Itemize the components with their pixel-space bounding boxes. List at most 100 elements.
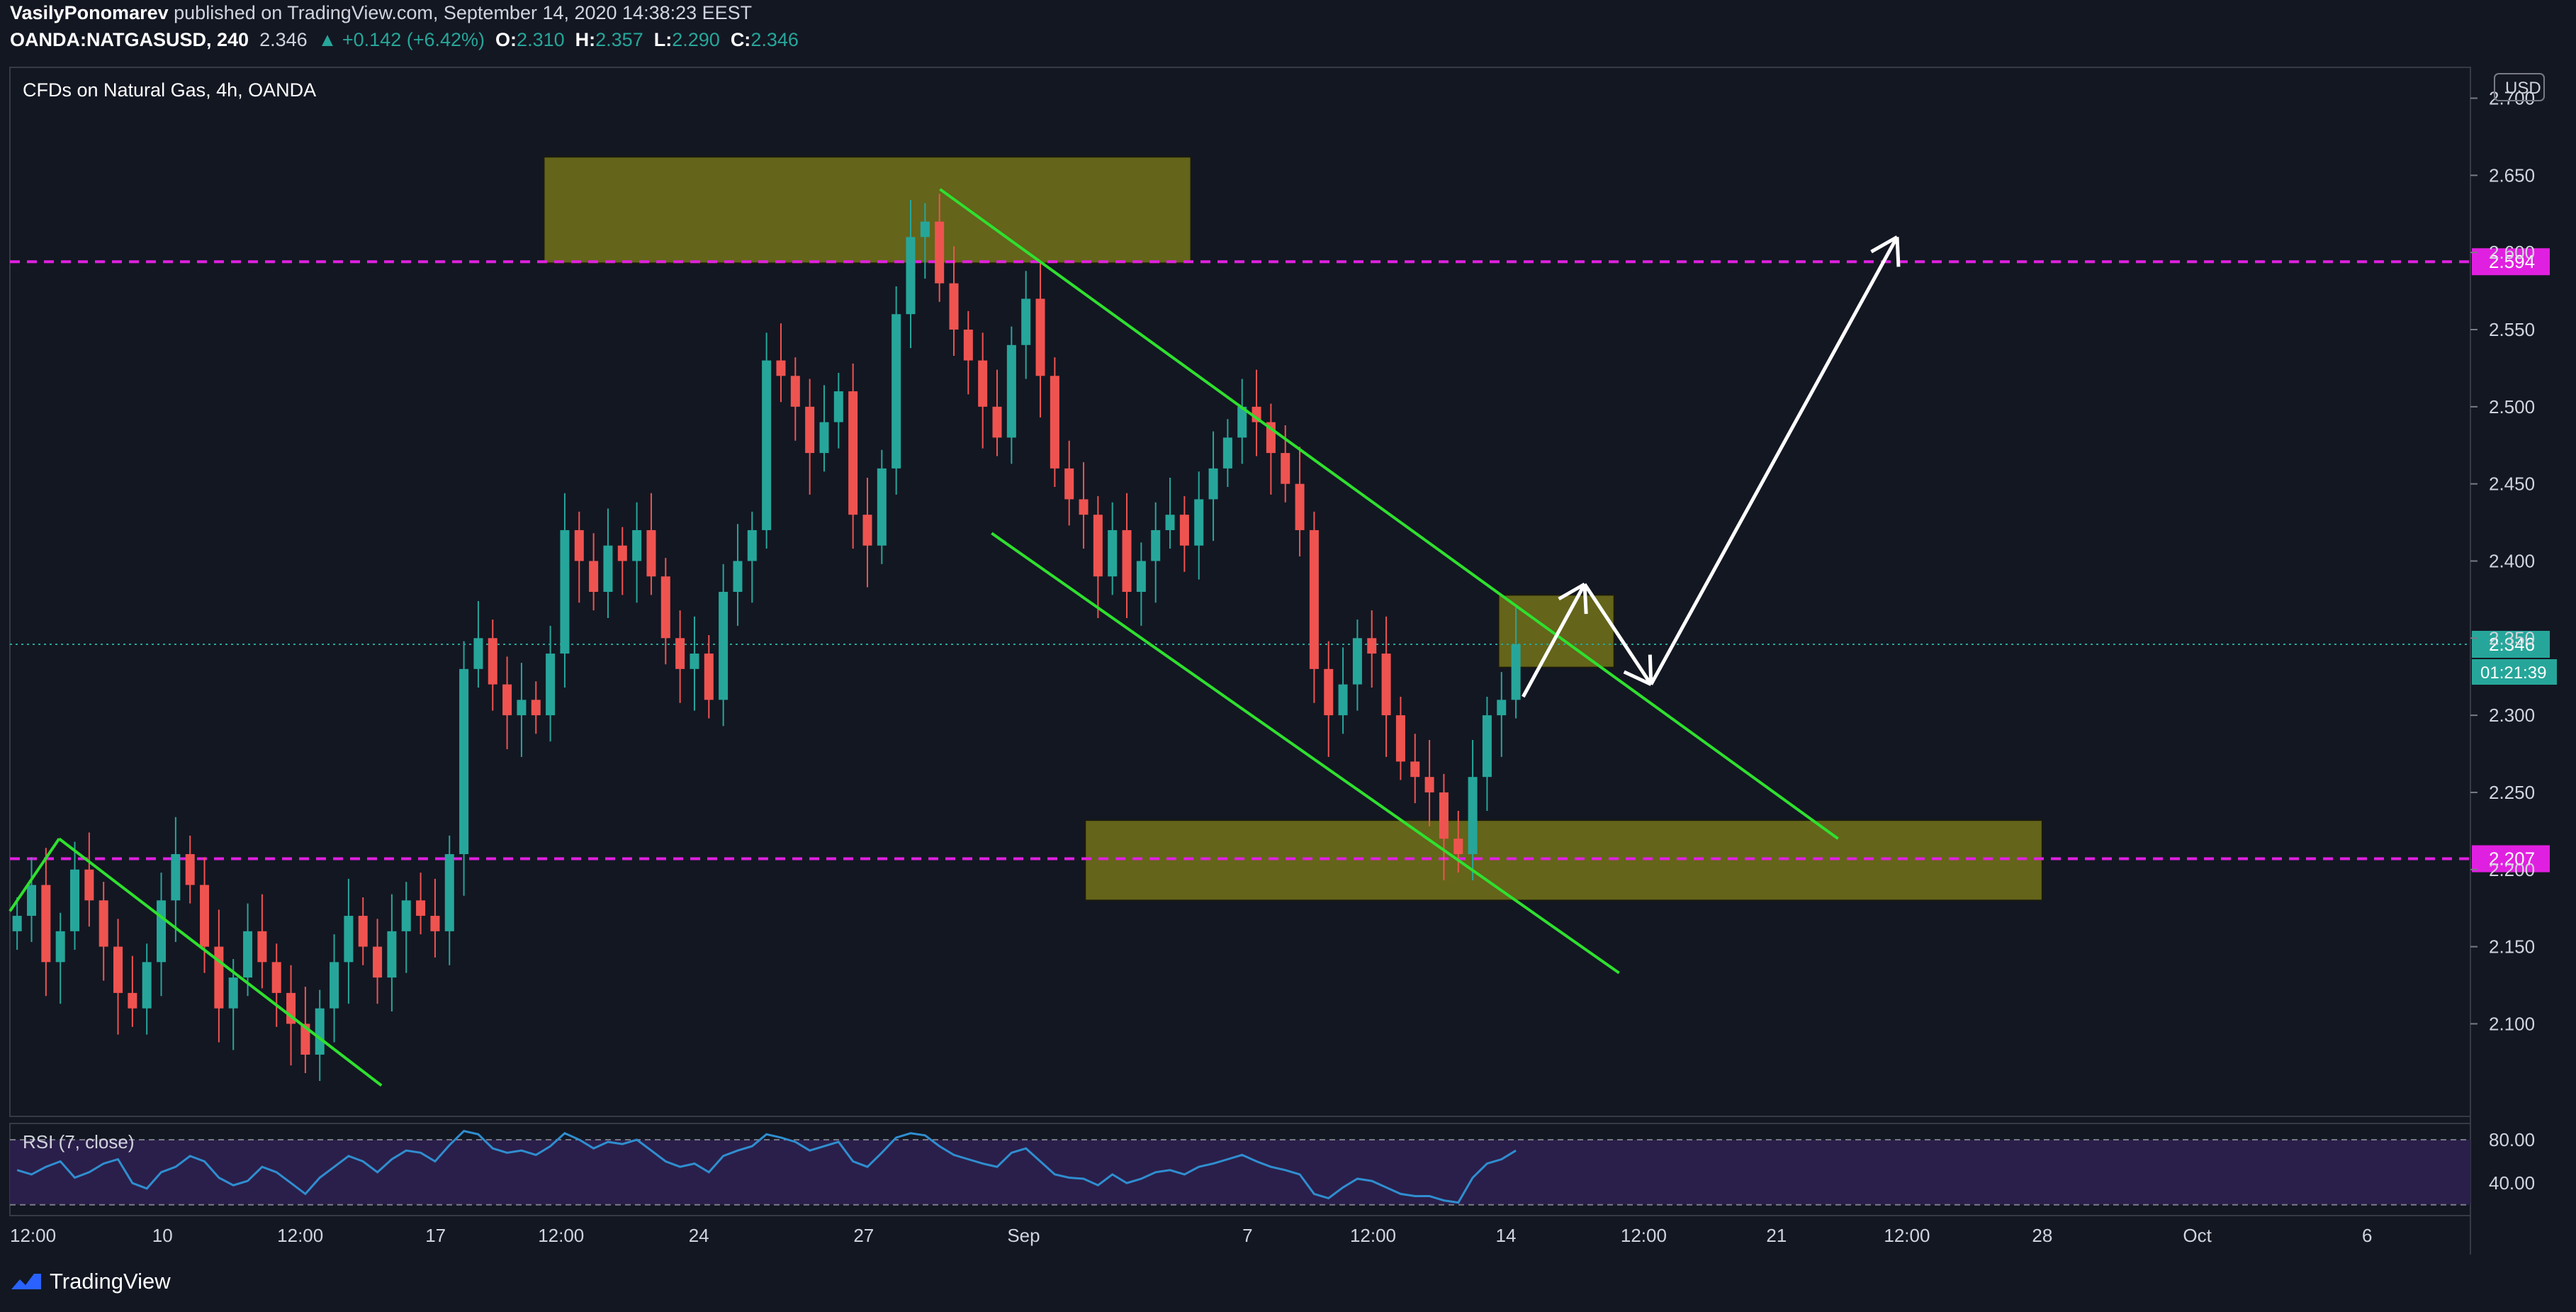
candle-body <box>935 221 945 284</box>
candle-body <box>762 360 772 530</box>
trendline <box>991 532 1620 975</box>
candle-body <box>978 360 988 407</box>
candle-body <box>1381 654 1391 716</box>
candle-body <box>488 638 497 685</box>
candle-body <box>1064 468 1074 500</box>
footer-brand[interactable]: TradingView <box>10 1269 171 1294</box>
candle-body <box>906 237 916 315</box>
candle-body <box>26 885 37 916</box>
projection-segment <box>1582 583 1653 685</box>
published-text: published on TradingView.com, September … <box>174 2 753 23</box>
x-tick-label: 12:00 <box>1350 1225 1396 1246</box>
candle-body <box>41 885 51 963</box>
x-tick-label: Oct <box>2183 1225 2212 1246</box>
zones-layer <box>543 156 2043 902</box>
open-label: O: <box>495 29 517 50</box>
candle-body <box>1281 453 1290 484</box>
header-line-2: OANDA:NATGASUSD, 240 2.346 ▲ +0.142 (+6.… <box>10 29 799 51</box>
candle-body <box>300 1024 310 1055</box>
rsi-layer: 80.00 40.00 <box>10 1129 2535 1206</box>
candle-body <box>660 576 670 639</box>
candle-body <box>1511 644 1521 700</box>
candle-body <box>113 946 123 993</box>
candle-body <box>1021 298 1031 345</box>
candle-body <box>1035 298 1045 376</box>
candle-body <box>315 1008 325 1055</box>
candle-body <box>1367 638 1377 654</box>
candle-body <box>473 638 483 669</box>
candle-body <box>805 406 815 454</box>
level-label: 2.207 <box>2489 848 2535 870</box>
candle-body <box>128 992 137 1009</box>
level-badge <box>2472 845 2550 873</box>
y-tick-label: 2.300 <box>2489 705 2535 726</box>
candle-body <box>1006 344 1016 438</box>
arrow-head <box>1870 235 1899 254</box>
candle-body <box>271 962 281 993</box>
candle-body <box>848 391 858 515</box>
y-tick-label: 2.450 <box>2489 473 2535 495</box>
rsi-title: RSI (7, close) <box>23 1131 135 1153</box>
y-tick-label: 2.550 <box>2489 319 2535 340</box>
x-tick-label: 24 <box>689 1225 709 1246</box>
candle-body <box>992 406 1002 438</box>
y-tick-label: 2.200 <box>2489 859 2535 880</box>
candle-body <box>1222 437 1232 469</box>
candle-body <box>574 529 584 561</box>
candle-body <box>1338 684 1348 716</box>
candle-body <box>546 654 556 716</box>
candle-body <box>517 700 527 716</box>
level-badge <box>2472 248 2550 276</box>
countdown-label: 01:21:39 <box>2480 663 2546 683</box>
candle-body <box>228 977 238 1009</box>
candle-body <box>1108 529 1118 577</box>
y-tick-label: 2.400 <box>2489 550 2535 571</box>
candle-body <box>632 529 642 561</box>
candle-body <box>819 422 829 454</box>
candle-body <box>1309 529 1319 669</box>
x-tick-label: 12:00 <box>10 1225 56 1246</box>
trendlines-layer <box>9 188 1839 1087</box>
close-label: C: <box>730 29 751 50</box>
candle-body <box>833 391 843 422</box>
zone-demand <box>1084 819 2043 902</box>
tradingview-logo-icon <box>11 1274 41 1289</box>
candle-body <box>949 283 959 330</box>
x-tick-label: 27 <box>853 1225 874 1246</box>
candle-body <box>892 314 901 469</box>
currency-badge: USD <box>2505 79 2541 98</box>
candle-body <box>171 854 181 901</box>
candle-body <box>920 221 930 237</box>
candle-body <box>459 668 469 854</box>
y-tick-label: 2.650 <box>2489 164 2535 186</box>
candle-body <box>1165 515 1175 530</box>
candle-body <box>1050 376 1059 469</box>
candle-body <box>704 654 714 700</box>
candle-body <box>1352 638 1362 685</box>
candle-body <box>1079 499 1089 515</box>
arrow-head <box>1623 670 1652 686</box>
candle-body <box>1194 499 1204 546</box>
arrow-head <box>1558 582 1586 601</box>
author-name[interactable]: VasilyPonomarev <box>10 2 169 23</box>
y-tick-label: 2.500 <box>2489 396 2535 417</box>
trendline <box>939 188 1839 840</box>
candle-body <box>84 869 94 901</box>
x-tick-label: 28 <box>2032 1225 2052 1246</box>
x-tick-label: 21 <box>1766 1225 1787 1246</box>
arrow-head <box>1895 237 1901 267</box>
candle-body <box>862 515 872 546</box>
candle-body <box>776 360 786 376</box>
candle-body <box>416 900 426 916</box>
last-price: 2.346 <box>259 29 308 50</box>
countdown-badge <box>2472 659 2557 685</box>
candle-body <box>1237 406 1247 438</box>
candle-body <box>502 684 512 716</box>
x-tick-label: Sep <box>1007 1225 1040 1246</box>
price-change: ▲ +0.142 (+6.42%) <box>317 29 485 50</box>
high-label: H: <box>575 29 596 50</box>
candle-body <box>157 900 167 963</box>
projection-layer <box>1522 235 1901 698</box>
x-tick-label: 6 <box>2362 1225 2372 1246</box>
